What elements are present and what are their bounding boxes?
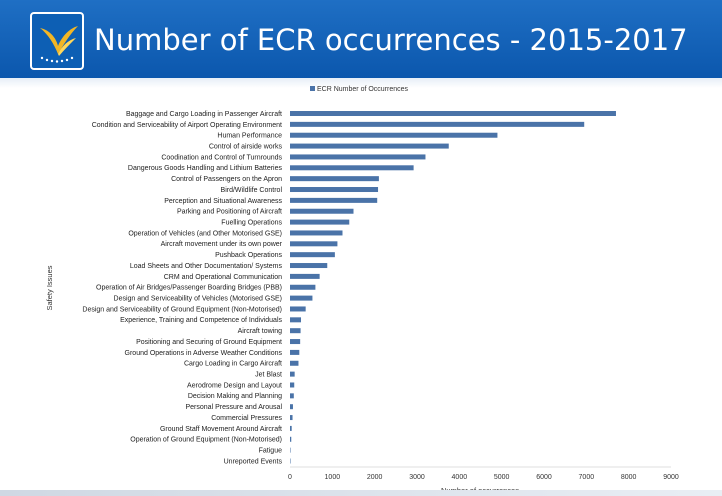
category-label: CRM and Operational Communication <box>164 274 282 281</box>
category-label: Fatigue <box>259 448 282 455</box>
category-label: Personal Pressure and Arousal <box>186 404 283 411</box>
bars-group <box>290 111 616 464</box>
category-label: Perception and Situational Awareness <box>164 198 282 205</box>
category-label: Parking and Positioning of Aircraft <box>177 209 282 216</box>
category-label: Aircraft towing <box>238 328 282 335</box>
bar <box>290 165 414 171</box>
bar <box>290 404 293 410</box>
category-label: Coodination and Control of Turnrounds <box>161 154 282 161</box>
header-banner: Number of ECR occurrences - 2015-2017 <box>0 0 722 78</box>
legend-label: ECR Number of Occurrences <box>317 86 409 93</box>
y-axis-label: Safety Issues <box>45 265 54 310</box>
bar <box>290 187 379 193</box>
footer-line <box>0 490 722 496</box>
bar <box>290 425 292 431</box>
category-label: Load Sheets and Other Documentation/ Sys… <box>130 263 283 270</box>
category-label: Pushback Operations <box>215 252 282 259</box>
bar <box>290 360 299 366</box>
bar <box>290 197 378 203</box>
bar <box>290 208 354 214</box>
category-label: Baggage and Cargo Loading in Passenger A… <box>126 111 282 118</box>
bar <box>290 263 328 269</box>
category-label: Control of airside works <box>209 143 283 150</box>
category-label: Decision Making and Planning <box>188 393 282 400</box>
bar <box>290 154 426 160</box>
bar <box>290 339 301 345</box>
page-title: Number of ECR occurrences - 2015-2017 <box>94 23 688 57</box>
category-label: Control of Passengers on the Apron <box>171 176 282 183</box>
bar <box>290 349 300 355</box>
bar <box>290 132 498 138</box>
bar <box>290 252 335 258</box>
chart-legend: ECR Number of Occurrences <box>310 86 409 93</box>
bar <box>290 415 293 421</box>
category-label: Positioning and Securing of Ground Equip… <box>136 339 282 346</box>
x-tick-label: 5000 <box>494 474 510 481</box>
category-label: Operation of Vehicles (and Other Motoris… <box>128 230 282 237</box>
category-label: Ground Operations in Adverse Weather Con… <box>125 350 283 357</box>
x-tick-label: 8000 <box>621 474 637 481</box>
bar <box>290 273 320 279</box>
category-label: Experience, Training and Competence of I… <box>120 317 282 324</box>
x-tick-label: 1000 <box>325 474 341 481</box>
x-axis-ticks: 0 1000 2000 3000 4000 5000 6000 7000 8000 9000 <box>288 474 679 481</box>
x-tick-label: 0 <box>288 474 292 481</box>
category-label: Unreported Events <box>224 458 283 465</box>
bar <box>290 295 313 301</box>
category-label: Commercial Pressures <box>211 415 282 422</box>
bar <box>290 317 302 323</box>
category-label: Jet Blast <box>255 372 282 379</box>
header-underline <box>0 78 722 88</box>
bar <box>290 393 294 399</box>
category-label: Design and Serviceability of Ground Equi… <box>82 306 282 313</box>
bar <box>290 328 301 334</box>
x-tick-label: 4000 <box>452 474 468 481</box>
x-tick-label: 9000 <box>663 474 679 481</box>
logo <box>30 12 84 70</box>
bar <box>290 219 350 225</box>
category-label: Fuelling Operations <box>221 219 282 226</box>
category-label: Dangerous Goods Handling and Lithium Bat… <box>128 165 283 172</box>
bird-stars-logo-icon <box>40 26 78 63</box>
bar <box>290 371 295 377</box>
bar <box>290 176 379 182</box>
category-label: Design and Serviceability of Vehicles (M… <box>114 296 282 303</box>
bar <box>290 241 338 247</box>
category-label: Operation of Air Bridges/Passenger Board… <box>96 285 282 292</box>
bar <box>290 436 292 442</box>
bar <box>290 143 449 149</box>
category-labels: Baggage and Cargo Loading in Passenger A… <box>82 111 283 465</box>
category-label: Condition and Serviceability of Airport … <box>92 122 282 129</box>
bar <box>290 382 295 388</box>
legend-swatch <box>310 86 315 91</box>
category-label: Aircraft movement under its own power <box>161 241 283 248</box>
x-tick-label: 2000 <box>367 474 383 481</box>
bar <box>290 306 306 312</box>
x-tick-label: 7000 <box>579 474 595 481</box>
category-label: Operation of Ground Equipment (Non-Motor… <box>130 437 282 444</box>
bar <box>290 111 616 116</box>
bar <box>290 230 343 236</box>
category-label: Cargo Loading in Cargo Aircraft <box>184 361 282 368</box>
bar <box>290 284 316 290</box>
x-tick-label: 3000 <box>409 474 425 481</box>
bar <box>290 458 291 464</box>
category-label: Bird/Wildlife Control <box>221 187 283 194</box>
category-label: Human Performance <box>217 133 282 140</box>
category-label: Aerodrome Design and Layout <box>187 382 282 389</box>
category-label: Ground Staff Movement Around Aircraft <box>160 426 282 433</box>
bar <box>290 121 585 127</box>
bar <box>290 447 291 453</box>
x-tick-label: 6000 <box>536 474 552 481</box>
